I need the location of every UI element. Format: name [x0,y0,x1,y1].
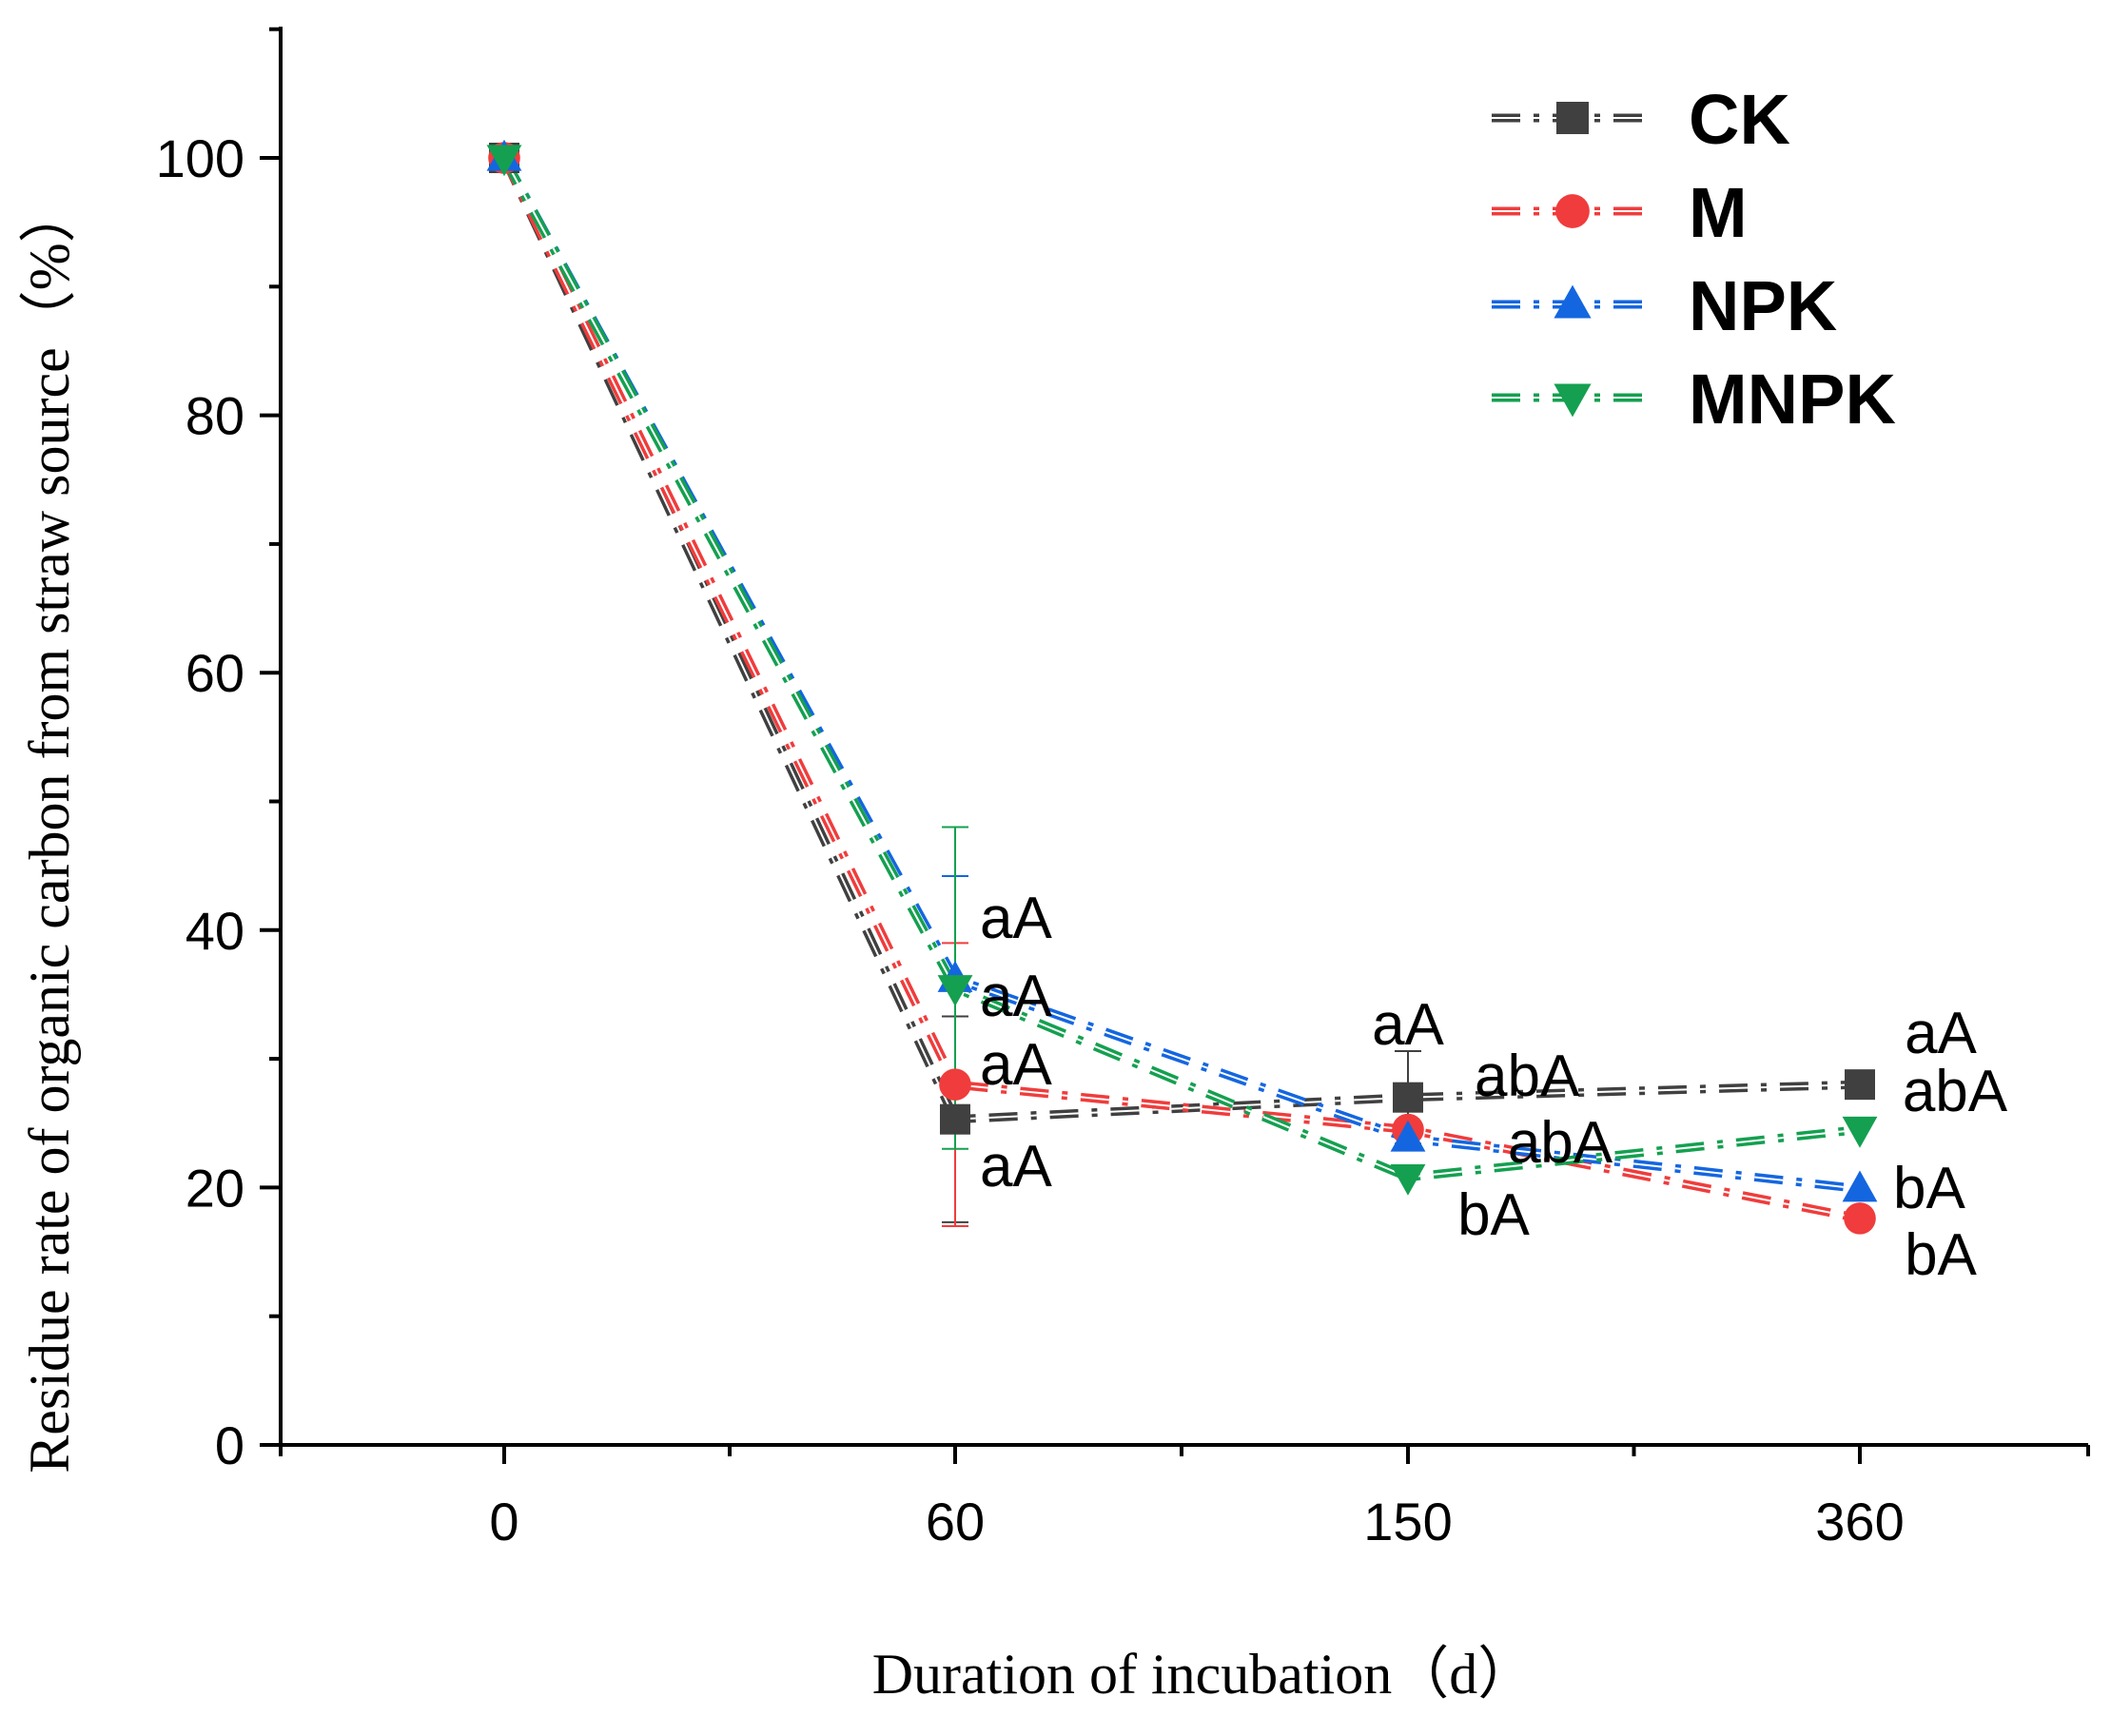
x-tick-label: 360 [1815,1492,1904,1551]
data-point-mnpk [486,145,522,177]
data-point-mnpk [937,975,973,1006]
data-point-ck [1845,1069,1875,1101]
data-point-ck [1393,1082,1423,1113]
x-axis-title: Duration of incubation（d） [872,1643,1535,1706]
y-tick-label: 100 [156,128,244,188]
y-tick-label: 40 [186,901,244,961]
data-point-mnpk [1390,1163,1426,1196]
y-tick-label: 20 [186,1158,244,1218]
series-line-npk [500,155,1861,1194]
series-lines [499,155,1861,1223]
legend-item-ck: CK [1492,80,1790,159]
series-line-highlight-m [503,157,1861,1219]
y-axis-title: Residue rate of organic carbon from stra… [18,185,81,1473]
series-line-mnpk [500,155,1861,1182]
series-line-highlight-npk [503,157,1861,1190]
significance-label-mnpk: bA [1457,1182,1530,1248]
significance-label-m: aA [980,1032,1052,1098]
legend-label: M [1689,173,1748,252]
data-point-m [939,1068,971,1101]
series-line-highlight-mnpk [503,157,1861,1179]
legend-item-mnpk: MNPK [1492,360,1896,439]
legend-label: CK [1689,80,1790,159]
significance-label-npk: aA [980,886,1052,951]
data-point-ck [940,1103,970,1135]
significance-label-npk: bA [1893,1156,1965,1221]
significance-label-m: abA [1475,1044,1580,1109]
series-markers [486,139,1878,1235]
significance-label-m: bA [1905,1222,1977,1288]
x-tick-label: 0 [489,1492,518,1551]
legend-marker [1556,102,1589,134]
y-tick-label: 80 [186,386,244,446]
legend-marker [1554,284,1592,319]
significance-label-ck: aA [980,1134,1052,1200]
data-point-npk [1390,1120,1426,1152]
legend-marker [1554,383,1592,418]
axes: 0 20 40 60 80 100 0 60 150 360 [156,27,2090,1551]
legend-item-npk: NPK [1492,266,1837,345]
series-line-highlight-ck [503,157,1861,1121]
x-tick-label: 60 [926,1492,985,1551]
x-tick-label: 150 [1363,1492,1452,1551]
series-line-ck [499,156,1861,1124]
data-point-npk [1842,1170,1878,1202]
y-tick-label: 0 [215,1415,244,1475]
y-tick-label: 60 [186,643,244,703]
legend-label: MNPK [1689,360,1896,439]
significance-label-ck: aA [1905,1001,1977,1066]
legend-marker [1555,194,1590,228]
legend-label: NPK [1689,266,1837,345]
data-point-m [1844,1202,1876,1235]
legend-item-m: M [1492,173,1748,252]
data-point-mnpk [1842,1116,1878,1148]
significance-label-mnpk: abA [1903,1059,2008,1124]
significance-label-npk: abA [1508,1110,1613,1176]
significance-label-mnpk: aA [980,964,1052,1029]
significance-label-ck: aA [1372,992,1444,1058]
